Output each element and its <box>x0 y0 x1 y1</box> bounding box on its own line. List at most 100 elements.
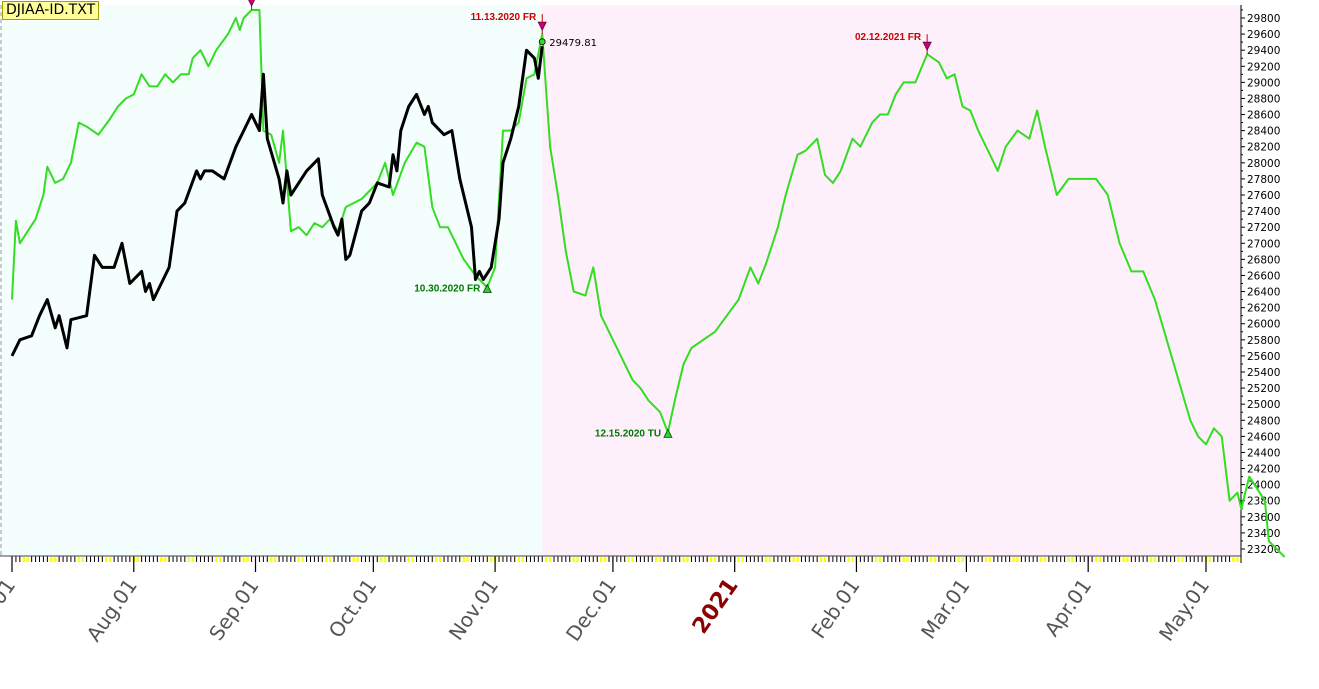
weekend-tick <box>26 557 29 562</box>
weekend-tick <box>929 557 933 562</box>
weekend-tick <box>411 557 414 562</box>
y-tick-label: 23400 <box>1247 528 1280 540</box>
weekend-tick <box>163 557 167 562</box>
weekend-tick <box>466 557 469 562</box>
y-tick-label: 26000 <box>1247 319 1280 331</box>
y-tick-label: 23800 <box>1247 496 1280 508</box>
y-tick-label: 24000 <box>1247 480 1280 492</box>
weekend-tick <box>1094 557 1098 562</box>
x-tick-label: Nov.01 <box>444 574 503 645</box>
y-tick-label: 24200 <box>1247 464 1280 476</box>
weekend-tick <box>572 557 575 562</box>
weekend-tick <box>270 557 273 562</box>
weekend-tick <box>737 557 740 562</box>
weekend-tick <box>1208 557 1212 562</box>
top-annotation: 11.13.2020 FR <box>471 12 537 23</box>
x-tick-label: Sep.01 <box>204 574 264 645</box>
y-tick-label: 25600 <box>1247 351 1280 363</box>
weekend-tick <box>218 557 222 562</box>
weekend-tick <box>792 557 795 562</box>
bottom-marker-icon <box>482 283 492 293</box>
x-tick-label: Feb.01 <box>806 574 864 643</box>
x-tick-label: Oct.01 <box>324 574 382 642</box>
y-tick-label: 24600 <box>1247 431 1280 443</box>
weekend-tick <box>328 557 332 562</box>
weekend-tick <box>1236 557 1239 562</box>
chart-title[interactable]: DJIAA-ID.TXT <box>2 1 100 20</box>
weekend-tick <box>544 557 548 562</box>
forecast-line <box>11 9 1286 558</box>
weekend-tick <box>878 557 882 562</box>
weekend-tick <box>246 557 249 562</box>
weekend-tick <box>191 557 194 562</box>
bottom-annotation: 12.15.2020 TU <box>595 428 661 439</box>
weekend-tick <box>1232 557 1235 562</box>
bottom-marker-icon <box>663 428 673 438</box>
weekend-tick <box>1039 557 1043 562</box>
last-value-marker <box>538 38 546 46</box>
y-tick-label: 25200 <box>1247 383 1280 395</box>
weekend-tick <box>108 557 112 562</box>
weekend-tick <box>50 557 53 562</box>
weekend-tick <box>1122 557 1125 562</box>
weekend-tick <box>819 557 823 562</box>
y-tick-label: 29600 <box>1247 29 1280 41</box>
x-axis-ticks <box>0 555 1241 572</box>
weekend-tick <box>576 557 579 562</box>
weekend-tick <box>301 557 304 562</box>
y-tick-label: 24400 <box>1247 447 1280 459</box>
weekend-tick <box>517 557 520 562</box>
weekend-tick <box>1153 557 1157 562</box>
weekend-tick <box>709 557 713 562</box>
weekend-tick <box>682 557 685 562</box>
weekend-tick <box>1149 557 1153 562</box>
weekend-tick <box>548 557 552 562</box>
weekend-tick <box>521 557 524 562</box>
x-tick-label: .01 <box>0 574 20 614</box>
weekend-tick <box>1067 557 1070 562</box>
weekend-tick <box>654 557 658 562</box>
weekend-tick <box>1016 557 1019 562</box>
weekend-tick <box>489 557 493 562</box>
x-tick-label: Apr.01 <box>1040 574 1097 641</box>
weekend-tick <box>631 557 634 562</box>
last-value-label: 29479.81 <box>549 38 597 49</box>
weekend-tick <box>686 557 689 562</box>
weekend-tick <box>379 557 383 562</box>
y-tick-label: 26800 <box>1247 254 1280 266</box>
weekend-tick <box>160 557 163 562</box>
bottom-annotation: 10.30.2020 FR <box>414 284 481 295</box>
weekend-tick <box>961 557 964 562</box>
y-tick-label: 23200 <box>1247 544 1280 556</box>
top-annotation: 02.12.2021 FR <box>855 32 922 43</box>
weekend-tick <box>434 557 438 562</box>
weekend-tick <box>847 557 850 562</box>
x-axis-labels: .01 Aug.01 Sep.01 Oct.01 Nov.01 Dec.01 2021 Feb… <box>0 574 1214 646</box>
weekend-tick <box>462 557 465 562</box>
x-tick-label: Mar.01 <box>916 574 975 643</box>
y-tick-label: 25800 <box>1247 335 1280 347</box>
weekend-tick <box>933 557 937 562</box>
y-tick-label: 27600 <box>1247 190 1280 202</box>
y-tick-label: 27800 <box>1247 174 1280 186</box>
y-tick-label: 25000 <box>1247 399 1280 411</box>
top-marker-icon <box>248 0 256 7</box>
y-tick-label: 23600 <box>1247 512 1280 524</box>
top-marker-icon <box>922 41 932 52</box>
weekend-tick <box>187 557 190 562</box>
y-tick-label: 29800 <box>1247 13 1280 25</box>
weekend-tick <box>599 557 603 562</box>
weekend-tick <box>136 557 139 562</box>
x-tick-label-year: 2021 <box>688 574 744 638</box>
weekend-tick <box>105 557 108 562</box>
weekend-tick <box>988 557 992 562</box>
weekend-tick <box>851 557 854 562</box>
weekend-tick <box>1012 557 1015 562</box>
y-tick-label: 27000 <box>1247 238 1280 250</box>
y-tick-label: 26600 <box>1247 270 1280 282</box>
weekend-tick <box>407 557 410 562</box>
y-tick-label: 26200 <box>1247 303 1280 315</box>
weekend-tick <box>823 557 827 562</box>
